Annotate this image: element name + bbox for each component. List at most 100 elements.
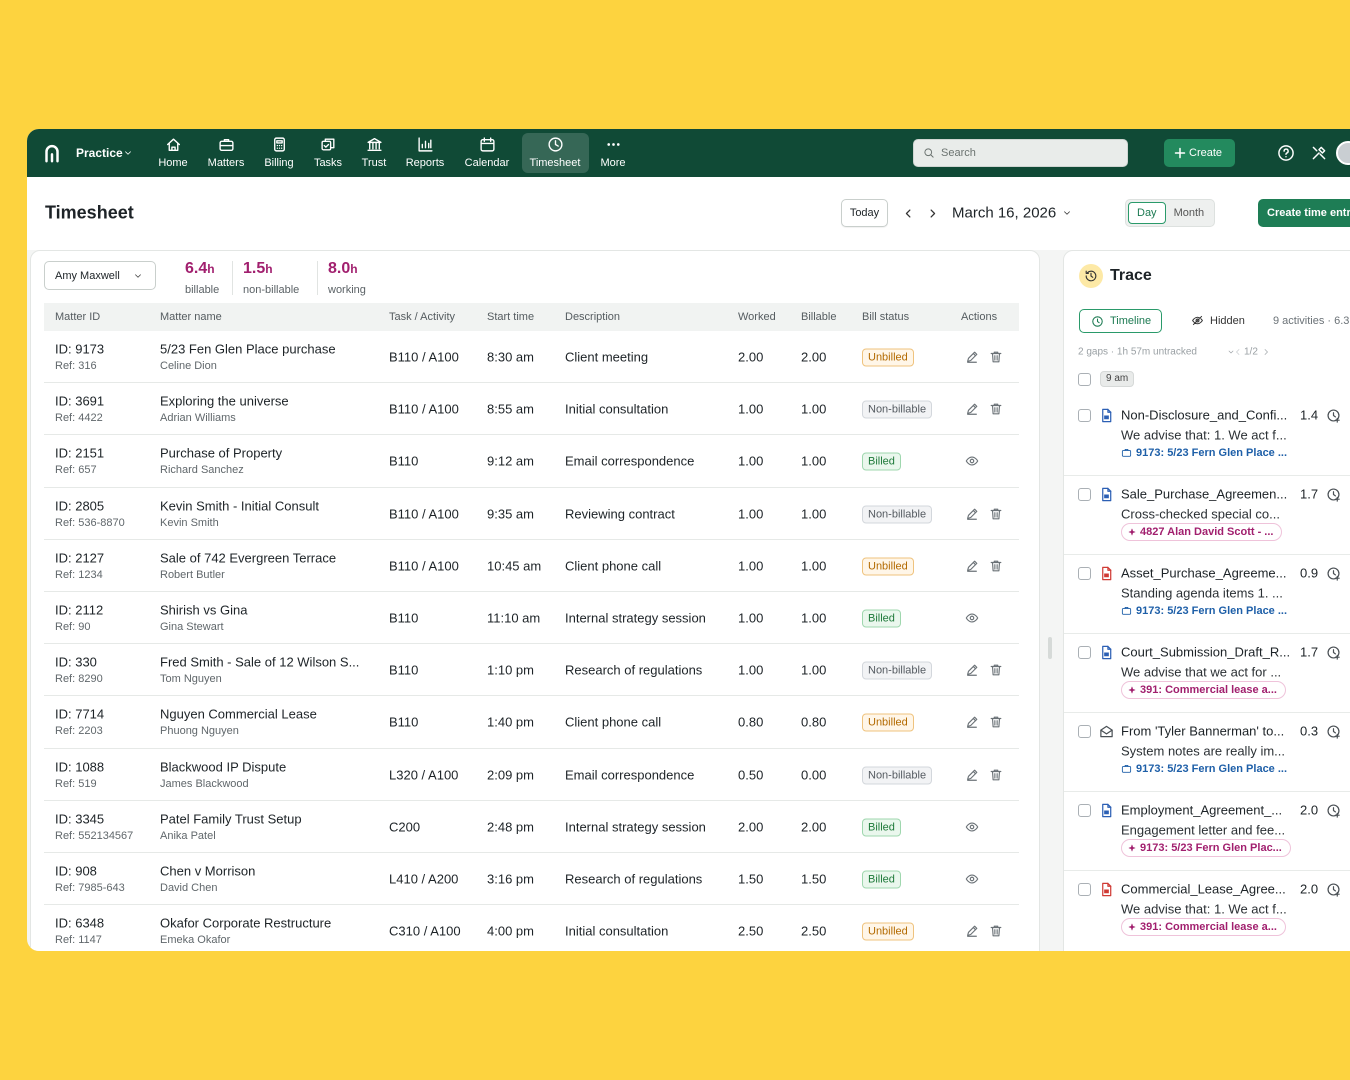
activity-add-time[interactable] <box>1326 487 1341 502</box>
table-row[interactable]: ID: 6348 Ref: 1147 Okafor Corporate Restru… <box>44 905 1019 951</box>
delete-action[interactable] <box>989 507 1003 521</box>
activity-add-time[interactable] <box>1326 882 1341 897</box>
edit-action[interactable] <box>965 559 979 573</box>
activity-item[interactable]: Court_Submission_Draft_R... 1.7 We advise … <box>1064 634 1350 713</box>
trace-tab-label: Timeline <box>1110 315 1152 327</box>
edit-action[interactable] <box>965 768 979 782</box>
table-row[interactable]: ID: 2127 Ref: 1234 Sale of 742 Evergreen T… <box>44 540 1019 592</box>
table-row[interactable]: ID: 3345 Ref: 552134567 Patel Family Trust… <box>44 801 1019 853</box>
activity-add-time[interactable] <box>1326 803 1341 818</box>
nav-item[interactable]: Trust <box>342 133 406 173</box>
icon-shape <box>990 664 1002 676</box>
nav-icon <box>605 136 622 153</box>
view-option[interactable]: Month <box>1173 207 1205 219</box>
create-label: Create <box>1189 147 1223 159</box>
activity-checkbox[interactable] <box>1078 883 1091 896</box>
edit-action[interactable] <box>965 663 979 677</box>
activity-checkbox[interactable] <box>1078 488 1091 501</box>
icon-shape <box>967 351 978 363</box>
activity-item[interactable]: Sale_Purchase_Agreemen... 1.7 Cross-checke… <box>1064 476 1350 555</box>
nav-item[interactable]: Matters <box>194 133 258 173</box>
suggested-tag[interactable]: 391: Commercial lease a... <box>1121 681 1286 699</box>
nav-item[interactable]: Home <box>141 133 205 173</box>
delete-action[interactable] <box>989 924 1003 938</box>
nav-item[interactable]: More <box>581 133 645 173</box>
workspace-switcher[interactable]: Practice <box>76 146 123 160</box>
activity-item[interactable]: Non-Disclosure_and_Confi... 1.4 We advise … <box>1064 397 1350 476</box>
table-row[interactable]: ID: 2805 Ref: 536-8870 Kevin Smith - Initi… <box>44 488 1019 540</box>
delete-action[interactable] <box>989 559 1003 573</box>
activity-checkbox[interactable] <box>1078 409 1091 422</box>
activity-item[interactable]: Commercial_Lease_Agree... 2.0 We advise th… <box>1064 871 1350 950</box>
resize-handle[interactable] <box>1048 637 1052 659</box>
nav-item[interactable]: Timesheet <box>521 133 589 173</box>
table-row[interactable]: ID: 7714 Ref: 2203 Nguyen Commercial Lease… <box>44 696 1019 749</box>
edit-action[interactable] <box>965 402 979 416</box>
create-time-entry[interactable]: Create time entry <box>1258 199 1350 227</box>
activity-checkbox[interactable] <box>1078 646 1091 659</box>
tools-icon[interactable] <box>1310 144 1328 162</box>
view-option[interactable]: Day <box>1128 202 1166 224</box>
table-row[interactable]: ID: 3691 Ref: 4422 Exploring the universe A… <box>44 383 1019 436</box>
delete-action[interactable] <box>989 715 1003 729</box>
activity-checkbox[interactable] <box>1078 804 1091 817</box>
next-day[interactable] <box>927 208 938 219</box>
activity-add-time[interactable] <box>1326 645 1341 660</box>
activity-checkbox[interactable] <box>1078 567 1091 580</box>
suggested-tag[interactable]: 391: Commercial lease a... <box>1121 918 1286 936</box>
view-action[interactable] <box>965 454 979 468</box>
view-action[interactable] <box>965 872 979 886</box>
table-row[interactable]: ID: 9173 Ref: 316 5/23 Fen Glen Place purc… <box>44 331 1019 384</box>
delete-action[interactable] <box>989 350 1003 364</box>
user-select[interactable]: Amy Maxwell <box>44 261 156 290</box>
page-prev[interactable] <box>1234 348 1242 356</box>
table-row[interactable]: ID: 2151 Ref: 657 Purchase of Property Rich… <box>44 435 1019 488</box>
nav-item[interactable]: Tasks <box>296 133 360 173</box>
activity-item[interactable]: Asset_Purchase_Agreeme... 0.9 Standing age… <box>1064 555 1350 634</box>
activity-checkbox[interactable] <box>1078 725 1091 738</box>
delete-action[interactable] <box>989 402 1003 416</box>
table-row[interactable]: ID: 2112 Ref: 90 Shirish vs Gina Gina Stewa… <box>44 592 1019 645</box>
suggested-tag[interactable]: 9173: 5/23 Fern Glen Plac... <box>1121 839 1291 857</box>
help-icon[interactable] <box>1277 144 1295 162</box>
avatar[interactable] <box>1336 141 1350 165</box>
edit-action[interactable] <box>965 715 979 729</box>
icon-shape <box>1327 567 1340 581</box>
edit-action[interactable] <box>965 924 979 938</box>
activity-item[interactable]: Employment_Agreement_... 2.0 Engagement le… <box>1064 792 1350 871</box>
activity-snippet: Cross-checked special co... <box>1121 506 1280 522</box>
delete-action[interactable] <box>989 768 1003 782</box>
hour-checkbox[interactable] <box>1078 373 1091 386</box>
suggested-tag[interactable]: 4827 Alan David Scott - ... <box>1121 523 1283 541</box>
edit-action[interactable] <box>965 507 979 521</box>
nav-item[interactable]: Reports <box>393 133 457 173</box>
stat-label: working <box>328 284 366 296</box>
nav-item[interactable]: Billing <box>247 133 311 173</box>
search-input[interactable]: Search <box>913 139 1128 167</box>
activity-item[interactable]: From 'Tyler Bannerman' to... 0.3 System no… <box>1064 713 1350 792</box>
activity-add-time[interactable] <box>1326 724 1341 739</box>
billable: 2.00 <box>801 819 827 835</box>
activity-add-time[interactable] <box>1326 408 1341 423</box>
view-action[interactable] <box>965 820 979 834</box>
page-next[interactable] <box>1262 348 1270 356</box>
trace-tab[interactable]: Hidden <box>1180 309 1255 333</box>
task: B110 <box>389 610 419 626</box>
activity-add-time[interactable] <box>1326 566 1341 581</box>
view-action[interactable] <box>965 611 979 625</box>
today-button[interactable]: Today <box>841 199 888 227</box>
delete-action[interactable] <box>989 663 1003 677</box>
trace-tab[interactable]: Timeline <box>1079 309 1163 333</box>
table-row[interactable]: ID: 330 Ref: 8290 Fred Smith - Sale of 12 … <box>44 644 1019 697</box>
nav-item[interactable]: Calendar <box>455 133 519 173</box>
icon-shape <box>1104 810 1109 815</box>
prev-day[interactable] <box>903 208 914 219</box>
create-button[interactable]: Create <box>1164 139 1235 167</box>
icon-shape <box>547 137 563 152</box>
icon-shape <box>1332 412 1340 423</box>
table-row[interactable]: ID: 1088 Ref: 519 Blackwood IP Dispute Jame… <box>44 749 1019 801</box>
status-cell: Billed <box>862 870 901 889</box>
table-row[interactable]: ID: 908 Ref: 7985-643 Chen v Morrison David… <box>44 853 1019 906</box>
date-picker[interactable]: March 16, 2026 <box>952 204 1057 222</box>
edit-action[interactable] <box>965 350 979 364</box>
